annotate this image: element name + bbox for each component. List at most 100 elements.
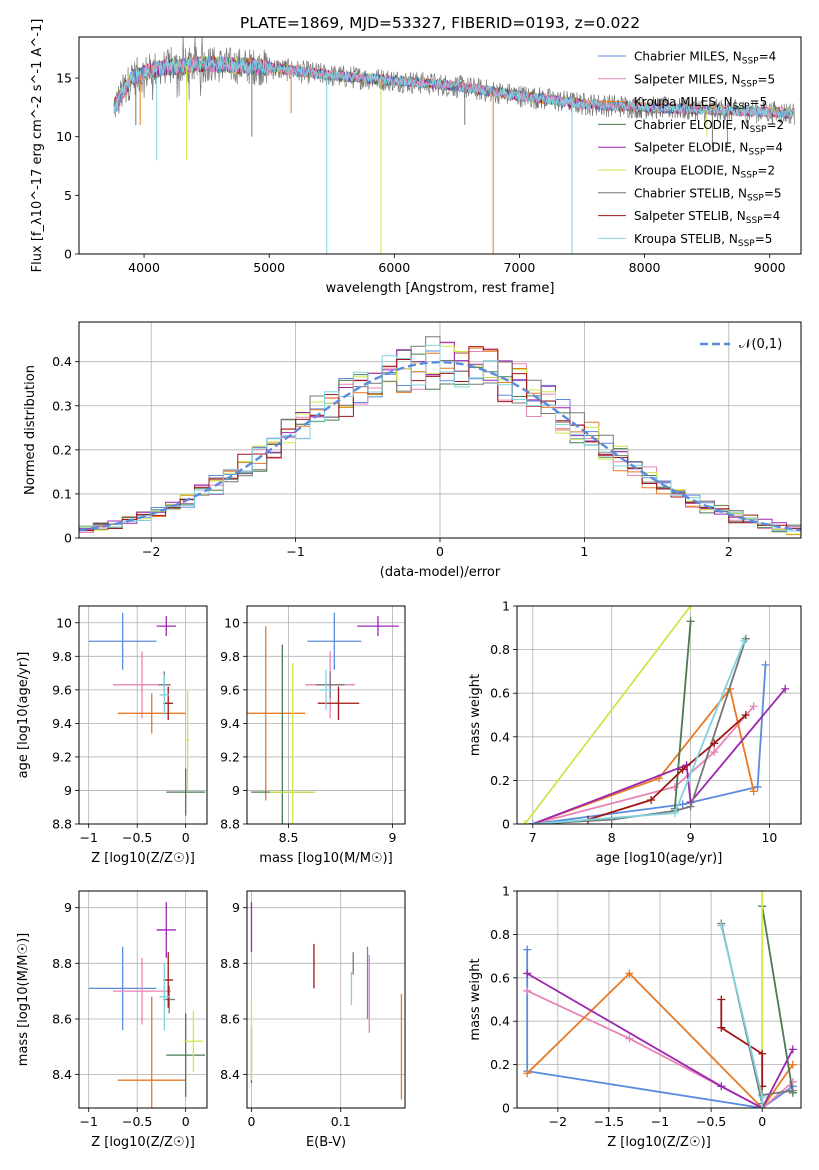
y-tick-label: 9.4 (220, 716, 240, 731)
x-tick-label: 7000 (504, 260, 536, 275)
mass-weight-marker-chabrier_stelib (686, 802, 695, 811)
legend-suffix: =4 (765, 141, 783, 155)
x-tick-label: 1 (580, 544, 588, 559)
plot-area (523, 891, 797, 1108)
y-tick-label: 0.6 (490, 970, 510, 985)
spectrum-legend: Chabrier MILES, NSSP=4 Salpeter MILES, NS… (598, 50, 784, 249)
x-tick-label: −1.5 (594, 1114, 624, 1129)
mass-weight-line-salpeter_miles (526, 989, 794, 1108)
mass-weight-marker-salpeter_elodie (523, 969, 532, 978)
legend-label-salpeter_miles: Salpeter MILES, NSSP=5 (634, 72, 775, 89)
mass-weight-marker-kroupa_miles (625, 969, 634, 978)
mass-weight-marker-kroupa_stelib (528, 820, 537, 824)
x-tick-label: −0.5 (122, 830, 152, 845)
y-axis-label: Flux [f_λ10^-17 erg cm^-2 s^-1 A^-1] (30, 19, 45, 273)
x-tick-label: 0 (182, 830, 190, 845)
y-axis-label: mass weight (468, 674, 483, 756)
mass-weight-marker-salpeter_stelib (710, 739, 719, 748)
x-tick-label: −0.5 (696, 1114, 726, 1129)
mass-weight-marker-kroupa_stelib (670, 809, 679, 818)
x-tick-label: 8 (608, 830, 616, 845)
y-tick-label: 0.4 (490, 729, 510, 744)
axes-frame (78, 605, 208, 825)
y-tick-label: 0.1 (52, 486, 72, 501)
mass-weight-line-chabrier_miles (526, 949, 794, 1108)
axes-frame (78, 36, 802, 255)
y-tick-label: 8.8 (52, 817, 72, 832)
mass-weight-marker-salpeter_stelib (717, 995, 726, 1004)
y-tick-label: 9.2 (52, 749, 72, 764)
x-tick-label: 0 (758, 1114, 766, 1129)
mass-weight-marker-kroupa_miles (523, 1069, 532, 1078)
plot-area (88, 612, 206, 816)
legend-suffix: =5 (764, 186, 782, 200)
legend-label-chabrier_stelib: Chabrier STELIB, NSSP=5 (634, 186, 782, 203)
legend-suffix: =4 (759, 50, 777, 64)
mass-weight-line-kroupa_miles (532, 686, 755, 824)
spectrum-line-kroupa_stelib (113, 55, 795, 119)
plot-area (247, 612, 399, 824)
y-tick-label: 1 (502, 599, 510, 614)
y-tick-label: 10 (224, 615, 240, 630)
x-tick-label: 0 (436, 544, 444, 559)
mass-weight-marker-salpeter_stelib (647, 796, 656, 805)
mass-weight-line-salpeter_elodie (526, 972, 794, 1108)
mass-weight-line-kroupa_miles (526, 972, 794, 1108)
y-tick-label: 9 (64, 783, 72, 798)
legend-suffix: =5 (757, 72, 775, 86)
mass-weight-marker-kroupa_stelib (758, 1104, 767, 1108)
legend-label-kroupa_elodie: Kroupa ELODIE, NSSP=2 (634, 164, 775, 181)
x-axis-label: Z [log10(Z/Z☉)] (91, 851, 195, 866)
y-tick-label: 0 (502, 1101, 510, 1116)
y-tick-label: 0.2 (490, 773, 510, 788)
y-tick-label: 0.2 (490, 1057, 510, 1072)
x-axis-label: E(B-V) (306, 1135, 346, 1150)
axes-frame (516, 605, 802, 825)
y-tick-label: 9 (232, 900, 240, 915)
y-tick-label: 9.2 (220, 749, 240, 764)
y-tick-label: 8.6 (52, 1011, 72, 1026)
x-tick-label: −2 (549, 1114, 567, 1129)
x-tick-label: −1 (79, 1114, 97, 1129)
y-tick-label: 0.8 (490, 927, 510, 942)
y-tick-label: 8.6 (220, 1011, 240, 1026)
spectrum-line-salpeter_elodie (113, 56, 795, 119)
axes-frame (78, 321, 802, 539)
mass-weight-marker-salpeter_elodie (788, 1045, 797, 1054)
x-tick-label: 0.1 (331, 1114, 351, 1129)
mass-weight-line-kroupa_elodie (524, 606, 692, 824)
x-tick-label: 2 (725, 544, 733, 559)
mass-weight-marker-chabrier_miles (678, 800, 687, 809)
panel-mass-vs-Z: −1 −0.5 0 8.4 8.6 8.8 9 Z [log10(Z/Z☉)] mass [lo… (16, 890, 208, 1150)
plot-area (79, 336, 801, 538)
legend-suffix: =2 (757, 164, 775, 178)
y-axis-label: Normed distribution (23, 365, 38, 495)
panel-age-vs-Z: −1 −0.5 0 8.8 9 9.2 9.4 9.6 9.8 10 Z [log10(Z/Z☉)]… (16, 605, 208, 866)
panel-residual-histogram: −2 −1 0 1 2 0 0.1 0.2 0.3 0.4 (data-model)/error No… (23, 321, 802, 580)
figure-title: PLATE=1869, MJD=53327, FIBERID=0193, z=0… (240, 14, 640, 32)
mass-weight-marker-kroupa_miles (749, 787, 758, 796)
legend-label-kroupa_stelib: Kroupa STELIB, NSSP=5 (634, 232, 772, 249)
panel-mass-vs-ebv: 0 0.1 8.4 8.6 8.8 9 E(B-V) (220, 890, 406, 1150)
mass-weight-marker-chabrier_stelib (607, 815, 616, 824)
legend-subscript: SSP (746, 216, 763, 226)
legend-label-salpeter_elodie: Salpeter ELODIE, NSSP=4 (634, 141, 783, 158)
axes-frame (246, 605, 406, 825)
plot-area (250, 902, 403, 1100)
mass-weight-marker-chabrier_miles (761, 660, 770, 669)
x-tick-label: −2 (142, 544, 160, 559)
y-tick-label: 0.8 (490, 642, 510, 657)
legend-label-normal: 𝒩(0,1) (739, 337, 782, 352)
y-tick-label: 8.8 (52, 956, 72, 971)
mass-weight-line-salpeter_stelib (720, 999, 764, 1087)
x-tick-label: 0 (182, 1114, 190, 1129)
mass-weight-marker-kroupa_miles (788, 1060, 797, 1069)
y-axis-label: mass weight (468, 958, 483, 1040)
mass-weight-line-chabrier_elodie (761, 906, 794, 1093)
x-tick-label: 6000 (378, 260, 410, 275)
x-tick-label: 8.5 (279, 830, 299, 845)
y-tick-label: 9.4 (52, 716, 72, 731)
legend-subscript: SSP (747, 193, 764, 203)
mass-weight-marker-kroupa_stelib (717, 921, 726, 930)
legend-label-chabrier_miles: Chabrier MILES, NSSP=4 (634, 50, 776, 67)
